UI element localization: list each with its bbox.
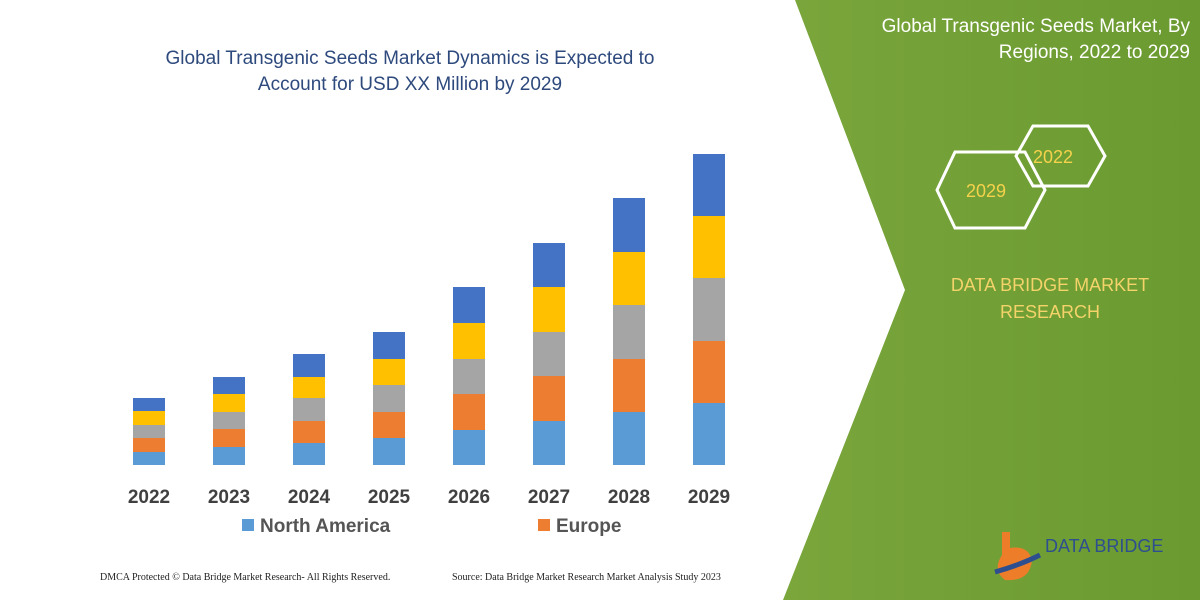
bar-segment — [613, 412, 645, 465]
bar-segment — [133, 411, 165, 425]
bar-segment — [533, 243, 565, 287]
bar-segment — [613, 252, 645, 305]
bar-segment — [613, 359, 645, 412]
bar-segment — [373, 385, 405, 412]
hexagon — [935, 150, 1047, 230]
bar-segment — [373, 438, 405, 465]
bar-segment — [373, 359, 405, 385]
bar-segment — [133, 398, 165, 411]
bar-segment — [693, 216, 725, 278]
x-tick-label: 2028 — [608, 487, 650, 508]
hexagon-label: 2029 — [966, 181, 1006, 201]
bar-segment — [453, 323, 485, 359]
bar-segment — [213, 447, 245, 465]
bar-segment — [453, 287, 485, 323]
bar-segment — [693, 278, 725, 341]
bar-segment — [693, 341, 725, 403]
bar-segment — [133, 452, 165, 465]
legend-label: North America — [260, 516, 391, 537]
bar-segment — [213, 394, 245, 412]
bar-segment — [533, 287, 565, 332]
bar-segment — [453, 430, 485, 465]
x-tick-label: 2029 — [688, 487, 730, 508]
bar-segment — [133, 425, 165, 438]
bar-segment — [293, 421, 325, 443]
bar-segment — [293, 377, 325, 398]
brand: DATA BRIDGE MARKET RESEARCH — [950, 275, 1150, 322]
bar-segment — [613, 305, 645, 359]
x-tick-label: 2023 — [208, 487, 250, 508]
footer-right: Source: Data Bridge Market Research Mark… — [452, 572, 721, 583]
x-tick-label: 2022 — [128, 487, 170, 508]
bar-segment — [533, 421, 565, 465]
legend-swatch — [538, 519, 550, 531]
bar-segment — [613, 198, 645, 252]
hexagon — [1014, 124, 1107, 188]
logo-swoosh — [994, 552, 1042, 575]
bar-segment — [213, 377, 245, 394]
x-tick-label: 2024 — [288, 487, 331, 508]
x-tick-label: 2027 — [528, 487, 570, 508]
bar-segment — [373, 332, 405, 359]
bar-segment — [213, 412, 245, 429]
bar-segment — [213, 429, 245, 447]
panel-title: Global Transgenic Seeds Market, By Regio… — [881, 16, 1190, 63]
legend-swatch — [242, 519, 254, 531]
bar-segment — [693, 403, 725, 465]
bar-segment — [373, 412, 405, 438]
logo-text: DATA BRIDGE — [1045, 536, 1163, 556]
footer-left: DMCA Protected © Data Bridge Market Rese… — [100, 572, 391, 583]
bar-segment — [453, 394, 485, 430]
x-tick-label: 2025 — [368, 487, 411, 508]
bar-segment — [293, 354, 325, 377]
green-panel — [783, 0, 1200, 600]
bar-segment — [533, 332, 565, 376]
bar-segment — [293, 443, 325, 465]
bar-segment — [693, 154, 725, 216]
hexagon-label: 2022 — [1033, 147, 1073, 167]
bar-segment — [293, 398, 325, 421]
legend-label: Europe — [556, 516, 621, 537]
bar-segment — [533, 376, 565, 421]
bar-segment — [453, 359, 485, 394]
bar-segment — [133, 438, 165, 452]
x-tick-label: 2026 — [448, 487, 490, 508]
chart-title: Global Transgenic Seeds Market Dynamics … — [165, 48, 655, 95]
